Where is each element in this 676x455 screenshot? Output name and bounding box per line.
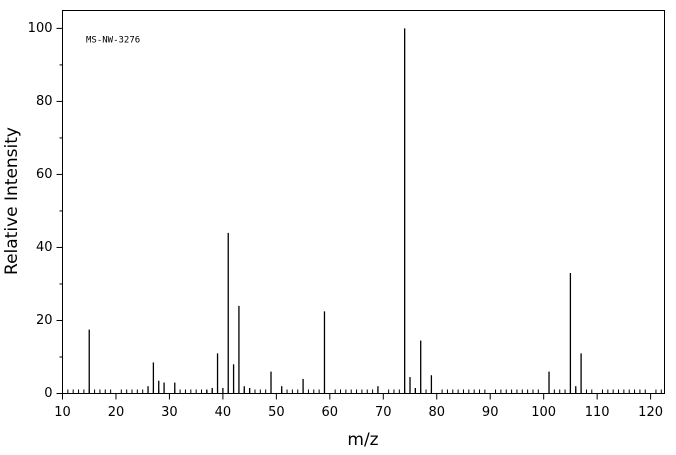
y-tick-label: 20 xyxy=(36,313,53,328)
y-tick-label: 80 xyxy=(36,94,53,109)
x-tick-label: 20 xyxy=(108,405,125,420)
x-tick-label: 90 xyxy=(482,405,499,420)
x-tick-label: 60 xyxy=(322,405,339,420)
x-axis-label: m/z xyxy=(347,430,378,450)
x-tick-label: 110 xyxy=(585,405,610,420)
x-tick-label: 40 xyxy=(215,405,232,420)
x-tick-label: 120 xyxy=(638,405,663,420)
x-tick-label: 50 xyxy=(268,405,285,420)
x-tick-label: 70 xyxy=(375,405,392,420)
y-tick-label: 0 xyxy=(44,386,52,401)
y-axis-label: Relative Intensity xyxy=(2,127,22,275)
x-tick-label: 30 xyxy=(161,405,178,420)
y-tick-label: 100 xyxy=(28,21,53,36)
y-tick-label: 40 xyxy=(36,240,53,255)
x-tick-label: 100 xyxy=(531,405,556,420)
annotation: MS-NW-3276 xyxy=(86,36,140,46)
x-tick-label: 80 xyxy=(428,405,445,420)
x-tick-label: 10 xyxy=(54,405,71,420)
plot-frame xyxy=(62,10,665,394)
y-tick-label: 60 xyxy=(36,167,53,182)
